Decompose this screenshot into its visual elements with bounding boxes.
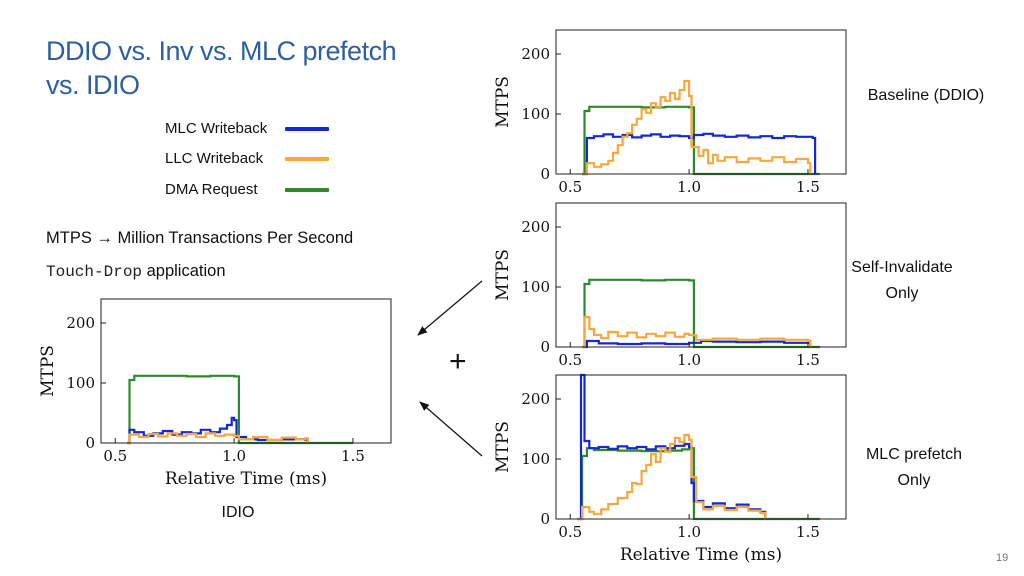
y-tick-label: 100: [66, 374, 95, 392]
legend-label: LLC Writeback: [165, 150, 264, 167]
x-tick-label: 1.5: [796, 178, 820, 196]
legend-label: DMA Request: [165, 181, 258, 198]
legend-swatch-orange: [285, 157, 329, 161]
x-tick-label: 0.5: [558, 523, 582, 541]
legend-label: MLC Writeback: [165, 120, 268, 137]
y-tick-label: 100: [521, 450, 550, 468]
y-tick-label: 200: [521, 218, 550, 236]
y-tick-label: 200: [521, 390, 550, 408]
slide-title: DDIO vs. Inv vs. MLC prefetch vs. IDIO: [46, 36, 397, 100]
x-tick-label: 1.0: [677, 351, 701, 369]
series-mlc-writeback: [127, 416, 309, 445]
app-suffix: application: [142, 262, 226, 280]
y-tick-label: 200: [521, 45, 550, 63]
y-axis-label: MTPS: [38, 345, 58, 397]
plot-frame: [555, 29, 847, 175]
x-tick-label: 0.5: [558, 178, 582, 196]
chart-idio: 0 100 200 0.5 1.0 1.5 MTPS Relative Time (ms): [38, 298, 392, 489]
y-tick-label: 0: [540, 510, 550, 528]
arrow-to-idio-top: [417, 280, 483, 336]
x-tick-label: 1.5: [796, 351, 820, 369]
y-axis-label: MTPS: [493, 249, 513, 301]
chart-mlc-prefetch: 0 100 200 0.5 1.0 1.5 MTPS Relative Time (ms): [493, 373, 847, 565]
series-llc-writeback: [127, 432, 309, 445]
x-tick-label: 1.0: [677, 523, 701, 541]
series-llc-writeback: [577, 433, 767, 521]
arrow-to-idio-bottom: [419, 401, 483, 457]
y-tick-label: 0: [540, 338, 550, 356]
x-tick-label: 1.5: [796, 523, 820, 541]
y-axis-label: MTPS: [493, 421, 513, 473]
chart-self-invalidate: 0 100 200 0.5 1.0 1.5 MTPS: [493, 202, 847, 369]
series-llc-writeback: [582, 315, 812, 349]
series-dma-request: [127, 374, 353, 445]
mtps-definition: MTPS → Million Transactions Per Second: [46, 229, 354, 247]
page-number: 19: [996, 552, 1009, 564]
x-tick-label: 1.5: [341, 447, 365, 465]
caption-mlc-prefetch: MLC prefetch Only: [865, 446, 963, 489]
x-axis-label: Relative Time (ms): [620, 545, 782, 565]
plus-sign: +: [449, 345, 467, 378]
legend-swatch-blue: [285, 127, 329, 131]
series-mlc-writeback: [577, 373, 767, 521]
x-tick-label: 0.5: [103, 447, 127, 465]
legend-swatch-green: [285, 188, 329, 192]
y-tick-label: 0: [540, 165, 550, 183]
y-axis-label: MTPS: [493, 76, 513, 128]
series-mlc-writeback: [582, 339, 812, 349]
series-dma-request: [577, 447, 820, 521]
application-note: Touch-Drop application: [46, 262, 226, 281]
series-dma-request: [582, 278, 820, 349]
plot-frame: [100, 298, 392, 444]
plot-frame: [555, 374, 847, 520]
caption-self-invalidate: Self-Invalidate Only: [851, 259, 953, 302]
app-name-code: Touch-Drop: [46, 263, 143, 281]
chart-baseline: 0 100 200 0.5 1.0 1.5 MTPS: [493, 29, 847, 196]
x-tick-label: 1.0: [677, 178, 701, 196]
caption-baseline: Baseline (DDIO): [867, 87, 985, 104]
x-tick-label: 0.5: [558, 351, 582, 369]
series-dma-request: [582, 105, 820, 176]
x-axis-label: Relative Time (ms): [165, 469, 327, 489]
y-tick-label: 100: [521, 105, 550, 123]
y-tick-label: 200: [66, 314, 95, 332]
y-tick-label: 0: [85, 434, 95, 452]
series-llc-writeback: [582, 79, 812, 176]
plot-frame: [555, 202, 847, 348]
x-tick-label: 1.0: [222, 447, 246, 465]
y-tick-label: 100: [521, 278, 550, 296]
caption-idio: IDIO: [221, 504, 255, 521]
